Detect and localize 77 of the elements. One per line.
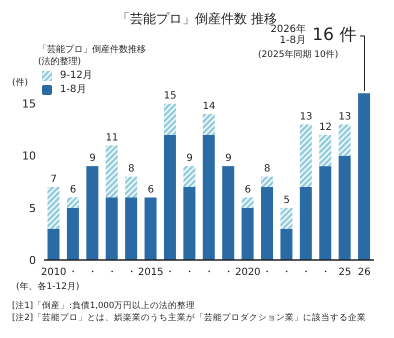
x-tick-label: ・ (184, 267, 195, 278)
total-label: 11 (106, 132, 118, 144)
y-tick-label: 5 (29, 202, 36, 215)
bar (66, 208, 79, 260)
bar (280, 208, 292, 229)
x-tick-label: 2015 (138, 267, 164, 278)
x-tick-label: ・ (223, 267, 234, 278)
bar (202, 114, 215, 135)
x-axis-title: (年、各1-12月) (16, 280, 80, 293)
total-label: 6 (70, 184, 76, 196)
total-label: 15 (164, 90, 177, 102)
total-label: 9 (225, 153, 232, 164)
total-label: 13 (338, 111, 352, 122)
bar (164, 134, 176, 260)
legend-title: 「芸能プロ」倒産件数推移(法的整理) (38, 44, 147, 68)
x-tick-label: ・ (68, 267, 78, 278)
x-tick-label: ・ (282, 267, 292, 278)
x-tick-label: 26 (358, 267, 371, 278)
bar (300, 187, 312, 260)
annotation: 16 件 (312, 24, 356, 46)
bar (86, 166, 98, 260)
text: (2025年同期 10件) (258, 48, 338, 61)
total-label: 8 (264, 164, 270, 175)
bar (242, 208, 254, 260)
total-label: 7 (50, 174, 57, 186)
x-tick-label: 2020 (235, 267, 261, 278)
x-tick-label: ・ (301, 267, 312, 278)
total-label: 12 (319, 122, 332, 133)
bar (164, 104, 176, 135)
bar (202, 134, 215, 260)
bar (66, 197, 79, 208)
text: [注2]「芸能プロ」とは、娯楽業のうち主業が「芸能プロダクション業」に該当する企業 (12, 312, 366, 324)
bar (242, 197, 254, 208)
x-tick-label: ・ (165, 267, 176, 278)
x-tick-label: ・ (320, 267, 330, 278)
bar (261, 176, 274, 188)
x-tick-label: 2010 (40, 267, 66, 278)
bar (319, 166, 332, 260)
bar (47, 187, 60, 229)
x-tick-label: ・ (204, 267, 214, 278)
total-label: 5 (283, 194, 290, 206)
y-axis-title: (件) (12, 76, 28, 89)
bar (106, 145, 118, 198)
total-label: 13 (300, 111, 312, 122)
legend-label: 1-8月 (60, 84, 86, 96)
bar (261, 187, 274, 260)
bar (358, 93, 370, 260)
y-tick-label: 10 (22, 150, 36, 163)
total-label: 6 (148, 184, 154, 196)
legend-label: 9-12月 (60, 70, 93, 82)
bar (125, 197, 138, 260)
total-label: 9 (89, 153, 96, 164)
bar (183, 187, 196, 260)
bar (280, 228, 292, 260)
total-label: 6 (244, 184, 252, 196)
y-tick-label: 0 (29, 254, 36, 267)
bar (338, 156, 351, 260)
total-label: 9 (186, 153, 193, 164)
bar (106, 197, 118, 260)
bar (47, 228, 60, 260)
text: 2026年 1-8月 (270, 24, 306, 46)
x-tick-label: ・ (106, 267, 117, 278)
x-tick-label: ・ (262, 267, 272, 278)
bar (222, 166, 234, 260)
x-tick-label: ・ (88, 267, 98, 278)
total-label: 8 (128, 164, 135, 175)
text: [注1]「倒産」:負債1,000万円以上の法的整理 (12, 300, 196, 312)
x-tick-label: ・ (126, 267, 136, 278)
bar (338, 124, 351, 156)
x-tick-label: 25 (338, 267, 352, 278)
bar (300, 124, 312, 188)
y-tick-label: 15 (22, 98, 36, 111)
bar (125, 176, 138, 198)
total-label: 14 (202, 101, 216, 112)
bar (144, 197, 157, 260)
bar (319, 134, 332, 166)
bar (183, 166, 196, 188)
